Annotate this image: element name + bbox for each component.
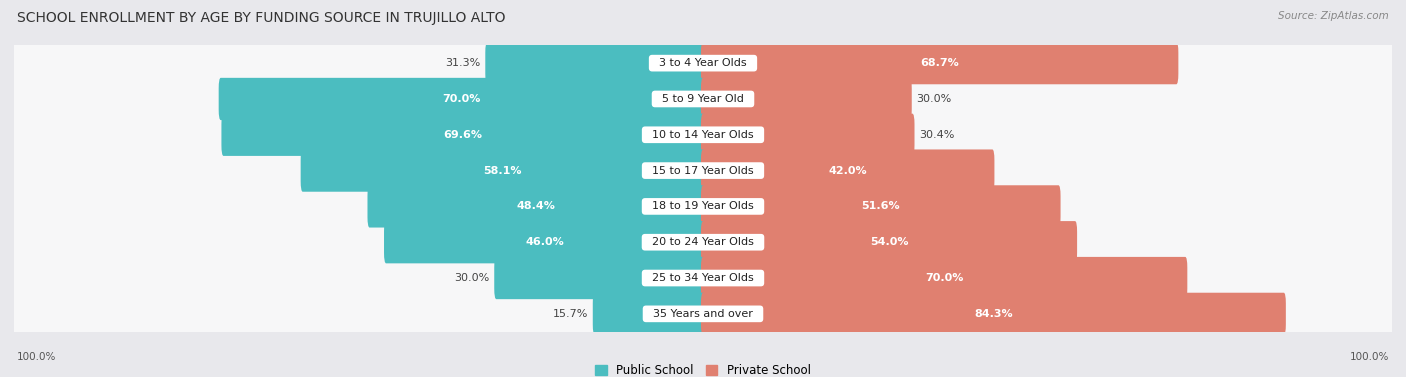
Text: 30.0%: 30.0% xyxy=(454,273,489,283)
FancyBboxPatch shape xyxy=(702,221,1077,264)
Text: 58.1%: 58.1% xyxy=(484,166,522,176)
FancyBboxPatch shape xyxy=(702,293,1286,335)
FancyBboxPatch shape xyxy=(11,193,1395,292)
FancyBboxPatch shape xyxy=(702,42,1178,84)
FancyBboxPatch shape xyxy=(219,78,704,120)
FancyBboxPatch shape xyxy=(11,49,1395,149)
FancyBboxPatch shape xyxy=(384,221,704,264)
FancyBboxPatch shape xyxy=(702,78,911,120)
Text: 5 to 9 Year Old: 5 to 9 Year Old xyxy=(655,94,751,104)
FancyBboxPatch shape xyxy=(11,157,1395,256)
Text: 31.3%: 31.3% xyxy=(446,58,481,68)
FancyBboxPatch shape xyxy=(11,85,1395,184)
FancyBboxPatch shape xyxy=(10,149,1396,264)
Text: 20 to 24 Year Olds: 20 to 24 Year Olds xyxy=(645,237,761,247)
FancyBboxPatch shape xyxy=(11,228,1395,328)
FancyBboxPatch shape xyxy=(702,113,914,156)
FancyBboxPatch shape xyxy=(593,293,704,335)
Text: 51.6%: 51.6% xyxy=(862,201,900,211)
FancyBboxPatch shape xyxy=(10,42,1396,156)
Text: 18 to 19 Year Olds: 18 to 19 Year Olds xyxy=(645,201,761,211)
FancyBboxPatch shape xyxy=(10,221,1396,336)
Text: 30.0%: 30.0% xyxy=(917,94,952,104)
Text: 48.4%: 48.4% xyxy=(517,201,555,211)
FancyBboxPatch shape xyxy=(221,113,704,156)
FancyBboxPatch shape xyxy=(301,149,704,192)
FancyBboxPatch shape xyxy=(11,264,1395,363)
FancyBboxPatch shape xyxy=(702,185,1060,228)
FancyBboxPatch shape xyxy=(10,78,1396,192)
FancyBboxPatch shape xyxy=(485,42,704,84)
FancyBboxPatch shape xyxy=(10,185,1396,299)
FancyBboxPatch shape xyxy=(367,185,704,228)
FancyBboxPatch shape xyxy=(702,149,994,192)
Text: 10 to 14 Year Olds: 10 to 14 Year Olds xyxy=(645,130,761,140)
FancyBboxPatch shape xyxy=(11,121,1395,220)
FancyBboxPatch shape xyxy=(10,6,1396,121)
Text: 100.0%: 100.0% xyxy=(1350,352,1389,362)
FancyBboxPatch shape xyxy=(702,257,1187,299)
Text: 100.0%: 100.0% xyxy=(17,352,56,362)
Text: 46.0%: 46.0% xyxy=(526,237,564,247)
FancyBboxPatch shape xyxy=(495,257,704,299)
Text: 70.0%: 70.0% xyxy=(443,94,481,104)
Text: 15 to 17 Year Olds: 15 to 17 Year Olds xyxy=(645,166,761,176)
FancyBboxPatch shape xyxy=(10,113,1396,228)
Text: 70.0%: 70.0% xyxy=(925,273,963,283)
Text: 3 to 4 Year Olds: 3 to 4 Year Olds xyxy=(652,58,754,68)
Text: Source: ZipAtlas.com: Source: ZipAtlas.com xyxy=(1278,11,1389,21)
Text: 30.4%: 30.4% xyxy=(920,130,955,140)
Text: 69.6%: 69.6% xyxy=(444,130,482,140)
Text: SCHOOL ENROLLMENT BY AGE BY FUNDING SOURCE IN TRUJILLO ALTO: SCHOOL ENROLLMENT BY AGE BY FUNDING SOUR… xyxy=(17,11,505,25)
FancyBboxPatch shape xyxy=(11,14,1395,113)
FancyBboxPatch shape xyxy=(10,257,1396,371)
Text: 84.3%: 84.3% xyxy=(974,309,1012,319)
Text: 68.7%: 68.7% xyxy=(921,58,959,68)
Text: 54.0%: 54.0% xyxy=(870,237,908,247)
Legend: Public School, Private School: Public School, Private School xyxy=(595,365,811,377)
Text: 35 Years and over: 35 Years and over xyxy=(647,309,759,319)
Text: 15.7%: 15.7% xyxy=(553,309,588,319)
Text: 25 to 34 Year Olds: 25 to 34 Year Olds xyxy=(645,273,761,283)
Text: 42.0%: 42.0% xyxy=(828,166,868,176)
